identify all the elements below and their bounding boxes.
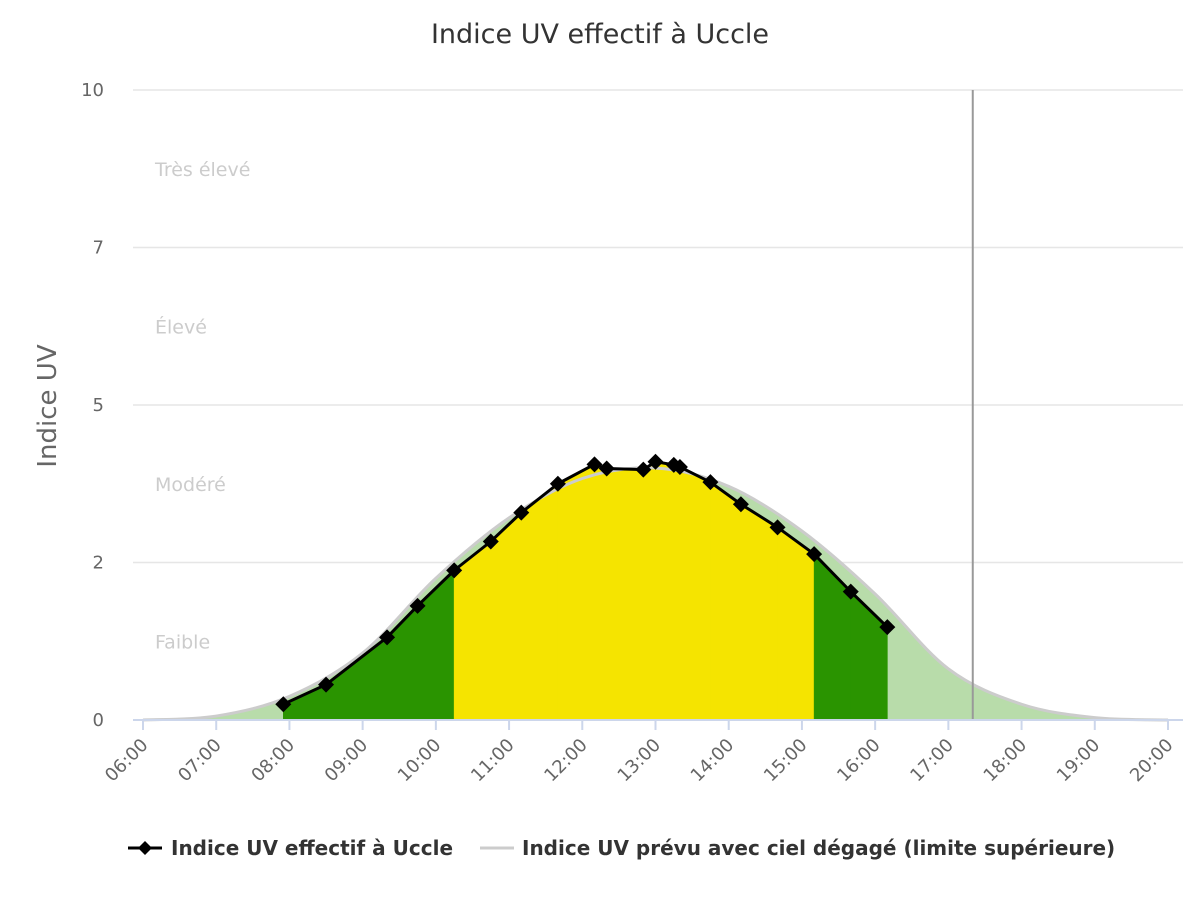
data-point-marker[interactable]: [586, 456, 603, 473]
data-point-marker[interactable]: [409, 597, 426, 614]
uv-band-segment: [655, 461, 675, 721]
legend-item-clear-sky[interactable]: Indice UV prévu avec ciel dégagé (limite…: [480, 836, 1115, 860]
x-tick-label: 13:00: [614, 735, 666, 787]
data-point-marker[interactable]: [549, 475, 566, 492]
chart-title: Indice UV effectif à Uccle: [431, 19, 769, 50]
legend-item-effective[interactable]: Indice UV effectif à Uccle: [128, 836, 453, 860]
x-tick-label: 10:00: [394, 735, 446, 787]
data-point-marker[interactable]: [769, 519, 786, 536]
x-tick-label: 15:00: [760, 735, 812, 787]
uv-band-segment: [557, 463, 595, 721]
uv-band-segment: [710, 481, 742, 721]
x-tick-label: 09:00: [321, 735, 373, 787]
uv-band-segment: [679, 466, 711, 721]
x-tick-label: 14:00: [687, 735, 739, 787]
data-point-marker[interactable]: [671, 458, 688, 475]
uv-band-segment: [606, 468, 644, 721]
data-point-marker[interactable]: [842, 583, 859, 600]
uv-band-segment: [740, 503, 778, 721]
legend-effective-label: Indice UV effectif à Uccle: [171, 836, 453, 860]
data-point-marker[interactable]: [598, 460, 615, 477]
band-labels: Faible Modéré Élevé Très élevé: [154, 159, 250, 654]
x-tick-label: 08:00: [247, 735, 299, 787]
data-point-marker[interactable]: [806, 546, 823, 563]
effective-line: [282, 460, 889, 706]
uv-band-segment: [642, 461, 656, 721]
y-tick-label: 5: [93, 395, 104, 416]
data-point-marker[interactable]: [513, 504, 530, 521]
data-point-marker[interactable]: [635, 461, 652, 478]
legend-clear-sky-label: Indice UV prévu avec ciel dégagé (limite…: [522, 836, 1115, 860]
data-point-marker[interactable]: [647, 453, 664, 470]
x-tick-label: 16:00: [833, 735, 885, 787]
y-axis-title: Indice UV: [33, 344, 63, 467]
band-label: Élevé: [155, 315, 207, 338]
x-tick-label: 19:00: [1053, 735, 1105, 787]
band-label: Faible: [155, 631, 210, 653]
data-point-marker[interactable]: [446, 562, 463, 579]
series-lines: [142, 453, 1169, 722]
x-tick-label: 20:00: [1126, 735, 1178, 787]
data-point-marker[interactable]: [702, 474, 719, 491]
legend-diamond-icon: [138, 841, 152, 855]
y-tick-label: 0: [93, 710, 104, 731]
uv-band-segment: [673, 464, 681, 721]
uv-areas: [143, 461, 1168, 721]
x-tick-label: 12:00: [540, 735, 592, 787]
data-point-marker[interactable]: [482, 533, 499, 550]
y-tick-label: 10: [81, 80, 104, 101]
y-tick-label: 2: [93, 553, 104, 574]
uv-band-segment: [520, 483, 559, 721]
y-tick-label: 7: [93, 238, 104, 259]
uv-band-segment: [594, 463, 607, 721]
legend: Indice UV effectif à Uccle Indice UV pré…: [128, 836, 1115, 860]
data-point-marker[interactable]: [379, 629, 396, 646]
x-tick-label: 17:00: [906, 735, 958, 787]
data-point-marker[interactable]: [275, 696, 292, 713]
x-tick-label: 06:00: [101, 735, 153, 787]
data-point-marker[interactable]: [879, 619, 896, 636]
x-tick-label: 18:00: [980, 735, 1032, 787]
x-tick-label: 11:00: [467, 735, 519, 787]
data-point-marker[interactable]: [318, 676, 335, 693]
band-label: Très élevé: [154, 159, 250, 181]
band-label: Modéré: [155, 474, 226, 496]
x-tick-label: 07:00: [174, 735, 226, 787]
data-point-marker[interactable]: [732, 496, 749, 513]
